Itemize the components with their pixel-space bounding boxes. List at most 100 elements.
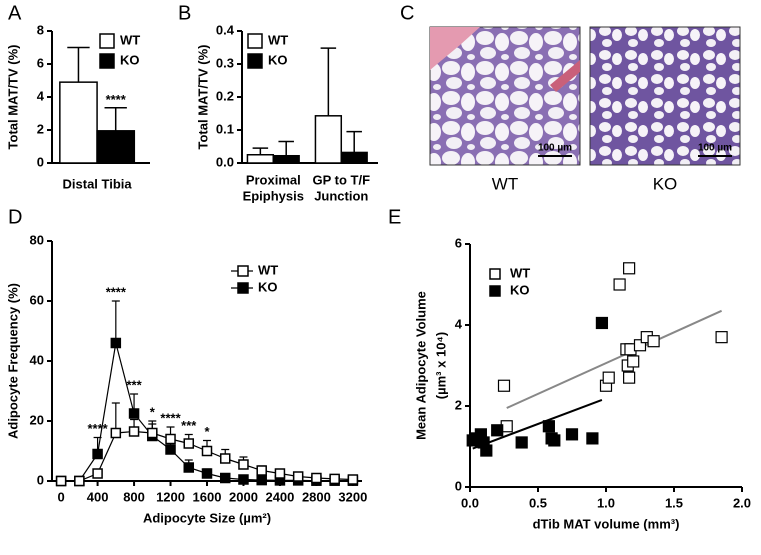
annotation: * (204, 424, 210, 439)
annotation: **** (160, 410, 181, 425)
marker (274, 468, 286, 479)
bar (314, 115, 343, 164)
error-bar (278, 140, 294, 156)
marker (165, 444, 176, 455)
panel-letter: A (8, 2, 22, 24)
scale-bar-label: 100 µm (538, 143, 572, 154)
marker (623, 262, 636, 275)
marker (238, 459, 249, 470)
x-tick-label: 400 (87, 489, 109, 504)
bar (272, 154, 300, 164)
x-tick-label: Distal Tibia (63, 176, 133, 191)
scale-bar-label: 100 µm (698, 143, 732, 154)
y-tick-label: 6 (37, 55, 44, 70)
marker (110, 427, 122, 439)
marker (165, 433, 176, 445)
marker (311, 472, 322, 484)
x-tick-label: Epiphysis (243, 188, 304, 203)
error-bar (104, 106, 127, 131)
marker (633, 339, 647, 352)
fit-line (472, 398, 603, 450)
marker (201, 445, 213, 457)
y-tick-label: 0 (37, 154, 44, 169)
x-tick-label: 1600 (193, 489, 222, 504)
x-tick-label: 0.0 (461, 495, 479, 510)
annotation: **** (106, 92, 127, 107)
annotation: *** (181, 418, 197, 433)
marker (183, 462, 195, 473)
y-tick-label: 0.3 (216, 55, 234, 70)
y-axis-label: (µm³ x 10⁴) (433, 332, 448, 399)
legend-marker (237, 265, 249, 277)
marker (92, 448, 103, 460)
legend-label: WT (120, 32, 140, 47)
marker (542, 420, 555, 433)
annotation: * (150, 404, 156, 419)
annotation: **** (106, 284, 127, 299)
marker (565, 428, 579, 441)
panel-letter: C (400, 2, 414, 24)
marker (128, 408, 140, 419)
panel-letter: D (8, 206, 22, 228)
marker (491, 424, 504, 437)
marker (256, 465, 267, 476)
marker (497, 379, 511, 392)
marker (201, 468, 213, 479)
marker (715, 331, 728, 344)
x-tick-label: 800 (123, 489, 145, 504)
marker (647, 335, 660, 348)
marker (329, 473, 340, 485)
x-axis-label: Adipocyte Size (µm²) (143, 510, 271, 525)
legend-marker (489, 268, 501, 280)
x-axis-label: dTib MAT volume (mm³) (533, 516, 680, 531)
legend-label: KO (510, 282, 530, 297)
panel-letter: B (178, 2, 191, 24)
y-axis-label: Mean Adipocyte Volume (413, 291, 428, 440)
y-tick-label: 0 (455, 478, 462, 493)
bone-region (550, 60, 580, 92)
marker (627, 355, 640, 368)
error-bar (111, 300, 120, 343)
legend-marker (237, 282, 249, 294)
y-tick-label: 2 (37, 121, 44, 136)
legend-label: WT (258, 262, 278, 277)
y-tick-label: 0.1 (216, 121, 234, 136)
marker (110, 337, 122, 349)
error-bar (252, 147, 269, 155)
image-caption: KO (653, 174, 678, 193)
y-tick-label: 6 (455, 235, 462, 250)
x-tick-label: Junction (314, 188, 368, 203)
marker (515, 436, 528, 449)
image-caption: WT (492, 174, 518, 193)
panel-c: C 100 µm 100 µm WT KO (400, 2, 741, 193)
marker (613, 278, 626, 291)
x-tick-label: 1200 (156, 489, 185, 504)
x-tick-label: 3200 (338, 489, 367, 504)
marker (183, 438, 195, 449)
y-tick-label: 8 (37, 22, 44, 37)
x-tick-label: 2000 (229, 489, 258, 504)
y-tick-label: 80 (30, 232, 44, 247)
bar (96, 130, 136, 164)
y-tick-label: 0 (37, 472, 44, 487)
histology-image (429, 26, 581, 166)
marker (595, 316, 609, 330)
panel-letter: E (388, 206, 401, 228)
marker (586, 432, 599, 445)
legend-swatch (99, 53, 115, 69)
bar (246, 154, 275, 164)
y-axis-label: Adipocyte Frequency (%) (5, 283, 20, 439)
y-tick-label: 2 (455, 397, 462, 412)
legend-swatch (247, 53, 263, 69)
fit-line (506, 309, 723, 409)
marker (55, 475, 67, 487)
bar (59, 81, 98, 164)
y-tick-label: 0.0 (216, 154, 234, 169)
legend-label: KO (120, 52, 140, 67)
y-tick-label: 40 (30, 352, 44, 367)
error-bar (346, 130, 362, 153)
x-tick-label: Proximal (246, 172, 301, 187)
x-tick-label: 2.0 (733, 495, 751, 510)
x-tick-label: 2400 (265, 489, 294, 504)
marker (292, 471, 304, 482)
